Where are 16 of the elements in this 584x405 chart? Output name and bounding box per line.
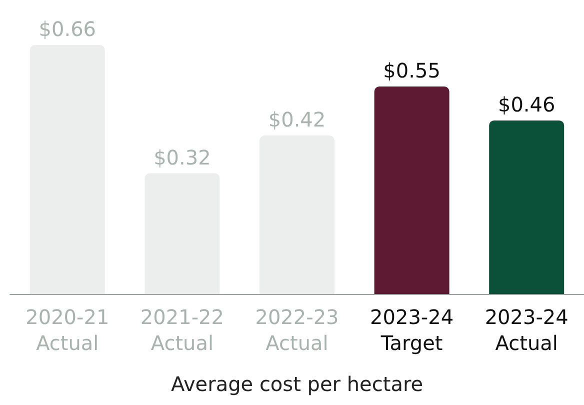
x-tick-label: 2020-21 Actual <box>26 305 110 355</box>
data-label: $0.66 <box>38 17 96 41</box>
x-tick-label: 2023-24 Target <box>370 305 454 355</box>
bar <box>489 120 564 294</box>
bar <box>260 136 334 294</box>
bar <box>144 173 220 294</box>
x-axis-title: Average cost per hectare <box>170 372 424 396</box>
data-label: $0.55 <box>383 58 440 82</box>
bar <box>30 45 105 294</box>
data-label: $0.46 <box>498 92 556 116</box>
x-tick-label: 2022-23 Actual <box>255 305 339 355</box>
x-tick-label: 2021-22 Actual <box>140 305 224 355</box>
data-label: $0.32 <box>154 145 211 170</box>
bar <box>374 86 450 294</box>
x-tick-label: 2023-24 Actual <box>484 305 568 355</box>
data-label: $0.42 <box>268 108 326 132</box>
